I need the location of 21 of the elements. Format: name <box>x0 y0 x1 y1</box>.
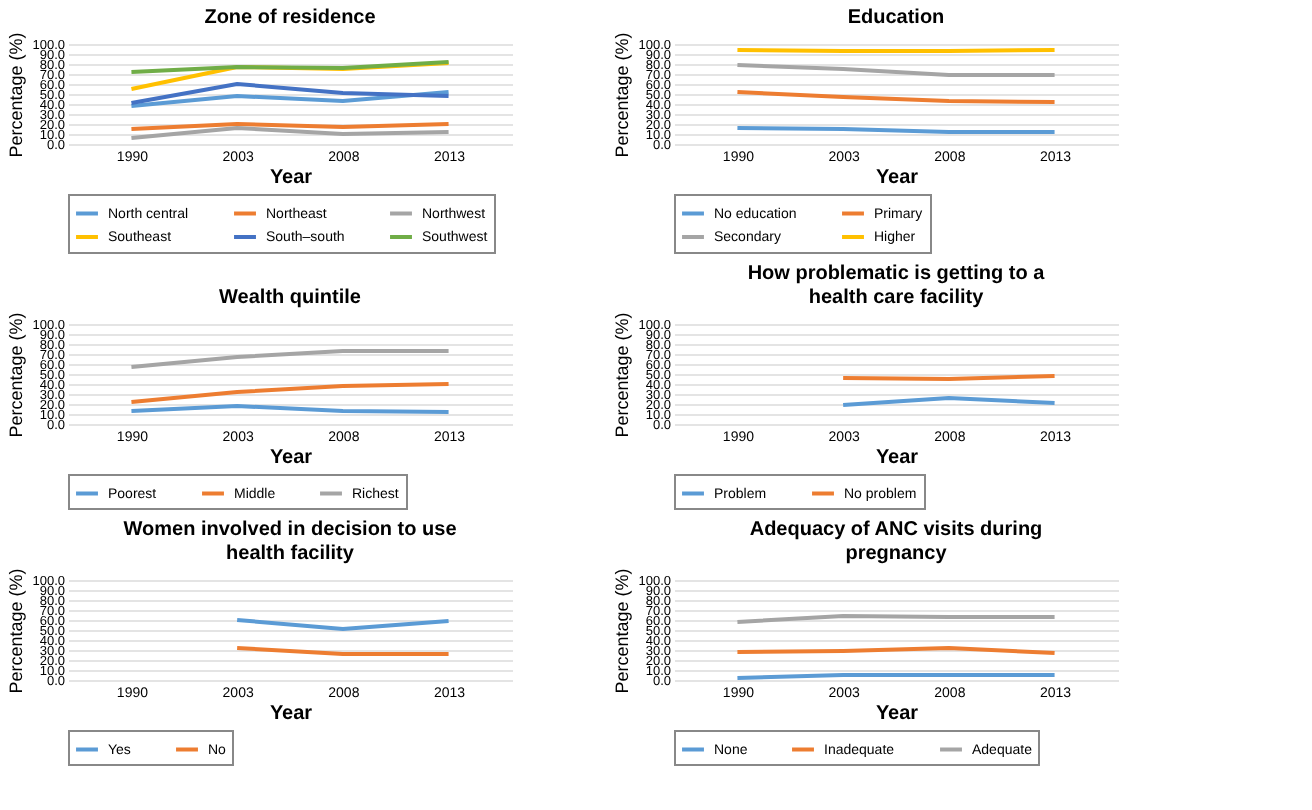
x-axis-title: Year <box>875 167 919 189</box>
y-axis-title: Percentage (%) <box>612 312 633 438</box>
chart-title: Education <box>847 7 945 30</box>
x-axis-title: Year <box>269 447 313 469</box>
chart-title: How problematic is getting to a health care facility <box>747 263 1046 310</box>
x-axis-title: Year <box>875 703 919 725</box>
line-series <box>129 90 451 108</box>
y-axis-title: Percentage (%) <box>6 568 27 694</box>
y-axis-title: Percentage (%) <box>612 32 633 158</box>
y-axis-title: Percentage (%) <box>6 32 27 158</box>
chart-title: Adequacy of ANC visits during pregnancy <box>749 519 1043 566</box>
y-axis-title: Percentage (%) <box>6 312 27 438</box>
chart-title: Women involved in decision to use health facility <box>123 519 458 566</box>
line-series <box>129 382 451 404</box>
chart-title: Wealth quintile <box>219 287 362 310</box>
x-axis-title: Year <box>269 167 313 189</box>
y-axis-title: Percentage (%) <box>612 568 633 694</box>
x-axis-title: Year <box>269 703 313 725</box>
line-series <box>129 82 451 105</box>
chart-title: Zone of residence <box>204 7 377 30</box>
x-axis-title: Year <box>875 447 919 469</box>
